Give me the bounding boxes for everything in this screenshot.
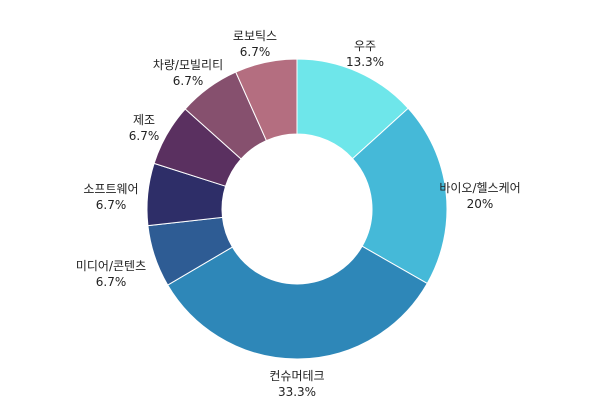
slice-category-label: 소프트웨어 [83,182,138,196]
slice-label: 바이오/헬스케어 20% [439,181,520,211]
slice-label: 미디어/콘텐츠 6.7% [76,259,146,289]
slice-category-label: 바이오/헬스케어 [439,181,520,195]
slice-value-label: 6.7% [96,275,127,289]
slice-label: 차량/모빌리티 6.7% [153,58,223,88]
slice-category-label: 제조 [133,113,155,127]
slice-label: 컨슈머테크 33.3% [269,369,324,399]
slice-value-label: 20% [467,197,494,211]
slice-label: 제조 6.7% [129,113,160,143]
slice-label: 우주 13.3% [346,39,384,69]
donut-slice [351,107,448,285]
slice-category-label: 로보틱스 [233,29,277,43]
slice-category-label: 컨슈머테크 [269,369,324,383]
slice-label: 소프트웨어 6.7% [83,182,138,212]
donut-slice [167,245,428,360]
slice-value-label: 6.7% [96,198,127,212]
slice-category-label: 차량/모빌리티 [153,58,223,72]
slice-value-label: 6.7% [129,129,160,143]
slice-category-label: 우주 [354,39,376,53]
slice-label: 로보틱스 6.7% [233,29,277,59]
donut-slice [235,58,298,142]
slice-value-label: 13.3% [346,55,384,69]
slice-category-label: 미디어/콘텐츠 [76,259,146,273]
slice-value-label: 33.3% [278,385,316,399]
slice-value-label: 6.7% [173,74,204,88]
slice-value-label: 6.7% [240,45,271,59]
